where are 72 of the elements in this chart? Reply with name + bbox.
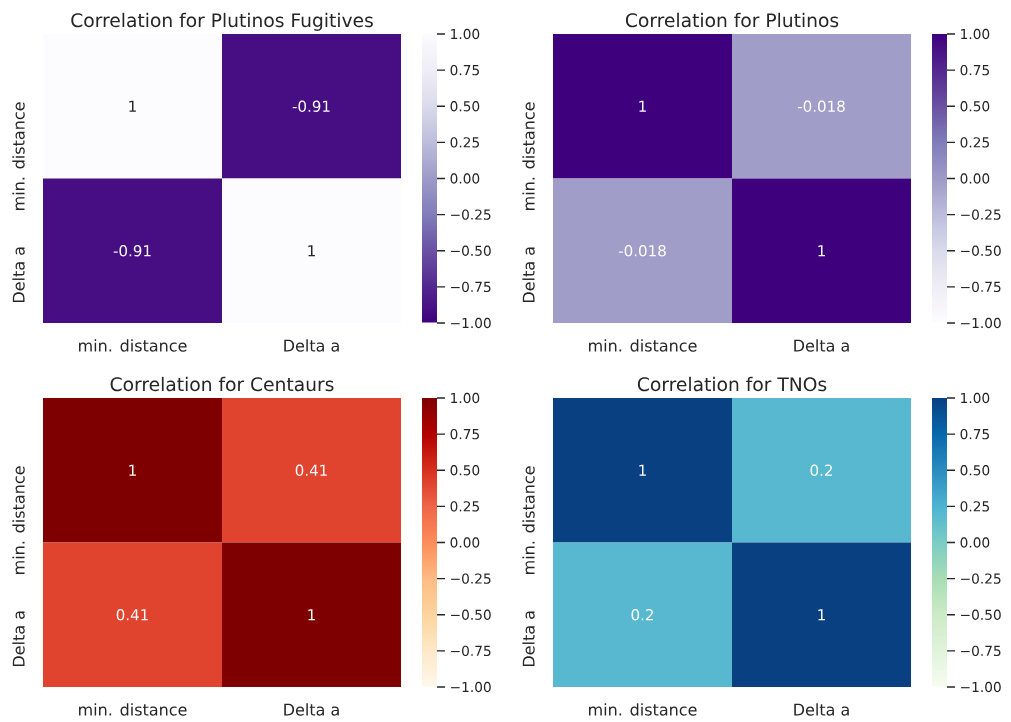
- color-bar-label: 0.75: [960, 64, 989, 76]
- color-bar-label: 0.25: [450, 137, 479, 148]
- x-tick-label: Delta a: [794, 703, 849, 716]
- color-bar-label: 0.50: [450, 465, 480, 476]
- y-tick-label: Delta a: [12, 611, 25, 667]
- color-bar-label: 1.00: [451, 392, 480, 404]
- color-bar-label: 0.50: [960, 465, 990, 476]
- color-bar-label: 0.00: [450, 173, 480, 184]
- data-label: 1: [639, 100, 646, 112]
- y-tick-label: min. distance: [12, 466, 25, 574]
- color-bar-label: −0.75: [961, 645, 1001, 657]
- data-label: 1: [129, 100, 136, 112]
- y-tick-label: Delta a: [12, 247, 25, 303]
- x-tick-label: min. distance: [589, 339, 697, 352]
- data-label: 1: [818, 245, 825, 257]
- color-bar-label: 0.75: [960, 428, 989, 440]
- color-bar-label: −1.00: [961, 317, 1001, 329]
- data-label: 1: [639, 464, 646, 476]
- x-tick-label: Delta a: [284, 703, 339, 716]
- color-bar-label: 0.75: [450, 428, 479, 440]
- color-bar-label: −0.75: [961, 281, 1001, 293]
- color-bar-label: −0.25: [961, 209, 1001, 220]
- data-label: 0.41: [295, 464, 327, 476]
- color-bar-label: −0.50: [451, 609, 491, 620]
- chart-title: Correlation for Centaurs: [110, 376, 334, 392]
- data-label: 1: [308, 609, 315, 621]
- color-bar-label: −0.75: [451, 281, 491, 293]
- color-bar-label: −0.25: [451, 573, 491, 584]
- x-tick-label: Delta a: [284, 339, 339, 352]
- data-label: 1: [308, 245, 315, 257]
- color-bar-label: −1.00: [451, 681, 491, 693]
- chart-title: Correlation for Plutinos: [625, 12, 839, 28]
- data-label: -0.91: [113, 245, 151, 257]
- color-bar-label: 0.00: [450, 537, 480, 548]
- color-bar-label: 0.25: [960, 137, 989, 148]
- color-bar-label: 0.75: [450, 64, 479, 76]
- y-tick-label: Delta a: [522, 247, 535, 303]
- color-bar-label: 0.50: [450, 101, 480, 112]
- color-bar-label: −0.25: [961, 573, 1001, 584]
- color-bar-label: −0.50: [961, 609, 1001, 620]
- y-tick-label: min. distance: [12, 102, 25, 210]
- y-tick-label: min. distance: [522, 102, 535, 210]
- color-bar-label: 1.00: [961, 28, 990, 40]
- data-label: 1: [818, 609, 825, 621]
- color-bar-label: −0.75: [451, 645, 491, 657]
- color-bar-label: 0.25: [960, 501, 989, 512]
- x-tick-label: min. distance: [79, 703, 187, 716]
- data-label: -0.018: [797, 100, 845, 112]
- y-tick-label: Delta a: [522, 611, 535, 667]
- data-label: 0.2: [631, 609, 653, 621]
- y-tick-label: min. distance: [522, 466, 535, 574]
- data-label: -0.91: [292, 100, 330, 112]
- x-tick-label: Delta a: [794, 339, 849, 352]
- chart-title: Correlation for TNOs: [637, 376, 827, 392]
- color-bar-label: −0.50: [961, 245, 1001, 256]
- color-bar-label: −1.00: [451, 317, 491, 329]
- color-bar-label: −0.50: [451, 245, 491, 256]
- data-label: 0.41: [116, 609, 148, 621]
- color-bar-label: −0.25: [451, 209, 491, 220]
- color-bar-label: 1.00: [451, 28, 480, 40]
- data-label: 0.2: [810, 464, 832, 476]
- x-tick-label: min. distance: [589, 703, 697, 716]
- color-bar-label: −1.00: [961, 681, 1001, 693]
- color-bar-label: 0.00: [960, 173, 990, 184]
- color-bar-label: 0.25: [450, 501, 479, 512]
- x-tick-label: min. distance: [79, 339, 187, 352]
- color-bar-label: 0.50: [960, 101, 990, 112]
- data-label: -0.018: [618, 245, 666, 257]
- data-label: 1: [129, 464, 136, 476]
- color-bar-label: 0.00: [960, 537, 990, 548]
- chart-title: Correlation for Plutinos Fugitives: [71, 12, 373, 31]
- color-bar-label: 1.00: [961, 392, 990, 404]
